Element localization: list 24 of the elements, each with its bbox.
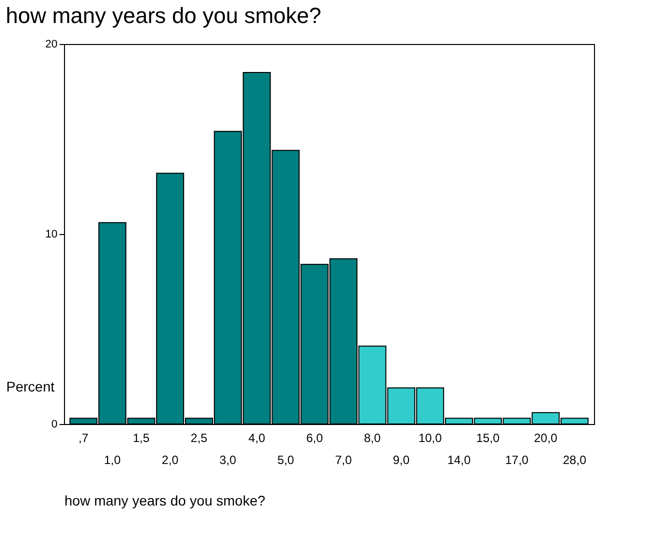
x-tick-label: 1,0: [104, 453, 121, 467]
x-tick-label: ,7: [78, 431, 89, 445]
x-tick-label: 2,5: [190, 431, 208, 445]
x-tick-label: 9,0: [392, 453, 410, 467]
x-tick-label: 28,0: [562, 453, 587, 467]
x-tick-label: 5,0: [277, 453, 294, 467]
x-tick-label: 4,0: [248, 431, 266, 445]
x-tick-label: 14,0: [447, 453, 471, 467]
x-tick-label: 10,0: [418, 431, 442, 445]
x-tick-label: 8,0: [364, 431, 381, 445]
x-tick-label: 3,0: [220, 453, 237, 467]
x-tick-label: 7,0: [335, 453, 352, 467]
chart-title: how many years do you smoke?: [6, 3, 322, 28]
x-tick-label: 6,0: [306, 431, 324, 445]
x-tick-label: 2,0: [162, 453, 179, 467]
y-tick-label: 20: [45, 38, 58, 50]
y-tick-label: 0: [51, 418, 58, 430]
x-tick-label: 15,0: [476, 431, 500, 445]
x-tick-label: 1,5: [132, 431, 150, 445]
x-tick-label: 17,0: [505, 453, 529, 467]
y-tick-label: 10: [45, 228, 58, 240]
y-axis-title: Percent: [6, 378, 55, 394]
x-axis-title: how many years do you smoke?: [64, 492, 266, 508]
x-tick-label: 20,0: [534, 431, 558, 445]
